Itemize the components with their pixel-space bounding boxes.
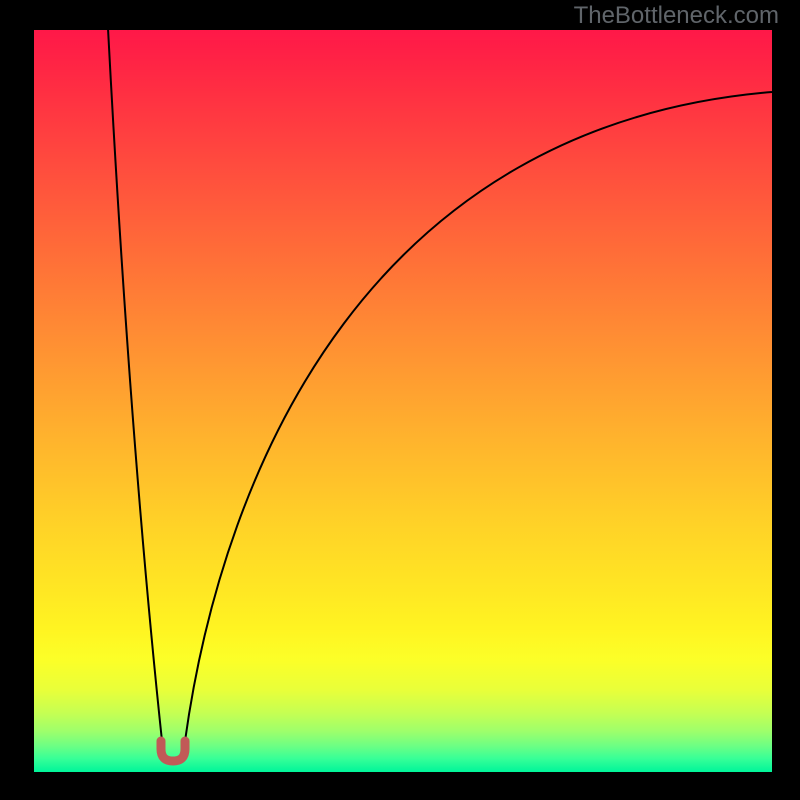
chart-frame: TheBottleneck.com [0, 0, 800, 800]
watermark-text: TheBottleneck.com [574, 2, 779, 30]
bottleneck-chart [0, 0, 800, 800]
gradient-background [34, 30, 772, 772]
